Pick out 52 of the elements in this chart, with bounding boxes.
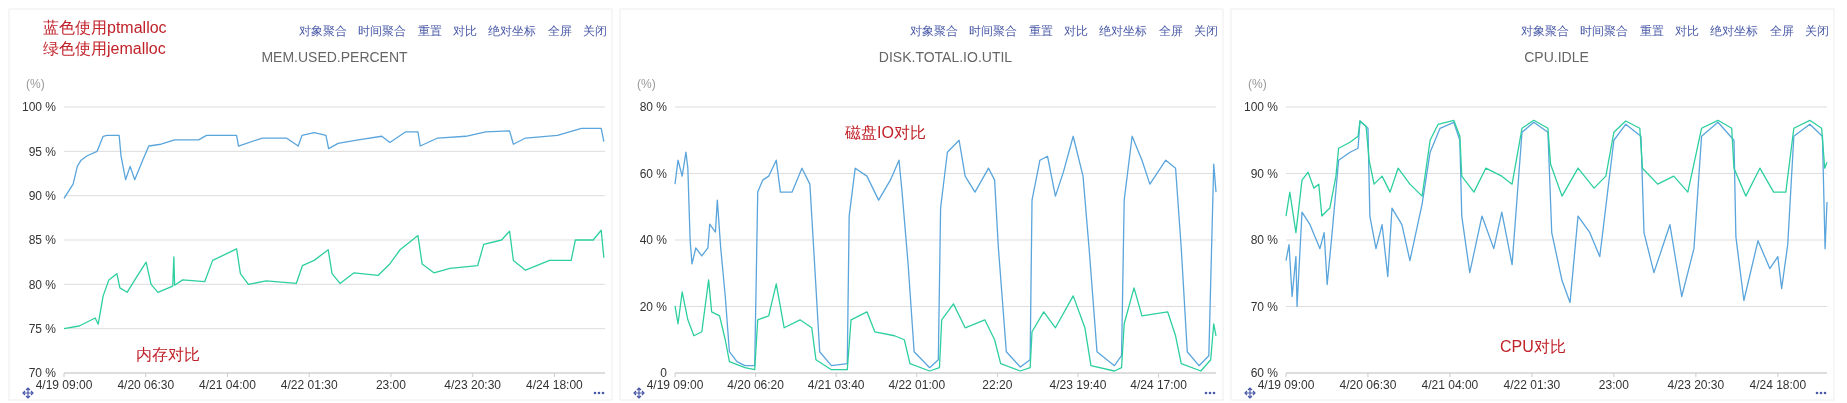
y-tick-label: 100 % [1243, 100, 1279, 115]
y-tick-label: 100 % [21, 100, 57, 115]
x-tick-label: 4/21 04:00 [199, 378, 257, 392]
y-tick-label: 85 % [28, 233, 57, 248]
chart-title: DISK.TOTAL.IO.UTIL [878, 49, 1013, 65]
text: 对象聚合 时间聚合 重置 对比 绝对坐标 全屏 关闭 [909, 24, 1218, 38]
y-tick-label: 20 % [639, 299, 668, 314]
x-tick-label: 4/21 04:00 [1421, 378, 1479, 392]
y-tick-label: 70 % [28, 366, 57, 381]
x-tick-label: 4/23 19:40 [1049, 378, 1107, 392]
x-tick-label: 4/23 20:30 [444, 378, 502, 392]
chart-title: MEM.USED.PERCENT [261, 49, 409, 65]
x-tick-label: 4/22 01:30 [280, 378, 338, 392]
x-tick-label: 22:20 [982, 378, 1013, 392]
y-tick-label: 75 % [28, 321, 57, 336]
y-axis-title: (%) [1248, 77, 1267, 91]
chart-title: CPU.IDLE [1524, 49, 1589, 65]
y-tick-label: 80 % [28, 277, 57, 292]
x-tick-label: 4/19 09:00 [35, 378, 93, 392]
y-tick-label: 60 % [639, 166, 668, 181]
x-tick-label: 4/20 06:30 [1339, 378, 1397, 392]
y-tick-label: 40 % [639, 233, 668, 248]
y-tick-label: 70 % [1250, 299, 1279, 314]
x-tick-label: 4/23 20:30 [1667, 378, 1725, 392]
x-tick-label: 4/24 18:00 [526, 378, 584, 392]
text: 蓝色使用ptmalloc [43, 19, 167, 36]
x-tick-label: 4/19 09:00 [1257, 378, 1315, 392]
y-tick-label: 80 % [1250, 233, 1279, 248]
y-tick-label: 0 [660, 366, 668, 381]
x-tick-label: 23:00 [375, 378, 407, 392]
text: 对象聚合 时间聚合 重置 对比 绝对坐标 全屏 关闭 [298, 24, 607, 38]
y-tick-label: 90 % [1250, 166, 1279, 181]
x-tick-label: 4/24 17:00 [1130, 378, 1188, 392]
x-tick-label: 4/21 03:40 [807, 378, 865, 392]
x-tick-label: 4/24 18:00 [1749, 378, 1807, 392]
y-axis-title: (%) [26, 77, 45, 91]
y-tick-label: 60 % [1250, 366, 1279, 381]
x-tick-label: 4/20 06:20 [727, 378, 785, 392]
y-tick-label: 80 % [639, 100, 668, 115]
y-axis-title: (%) [637, 77, 656, 91]
x-tick-label: 23:00 [1598, 378, 1630, 392]
x-tick-label: 4/20 06:30 [117, 378, 175, 392]
text: 绿色使用jemalloc [43, 40, 166, 57]
x-tick-label: 4/22 01:30 [1503, 378, 1561, 392]
y-tick-label: 90 % [28, 188, 57, 203]
annotation: CPU对比 [1500, 338, 1566, 355]
text: 对象聚合 时间聚合 重置 对比 绝对坐标 全屏 关闭 [1520, 24, 1829, 38]
x-tick-label: 4/22 01:00 [888, 378, 946, 392]
y-tick-label: 95 % [28, 144, 57, 159]
annotation: 磁盘IO对比 [844, 124, 926, 141]
annotation: 内存对比 [136, 346, 200, 363]
x-tick-label: 4/19 09:00 [646, 378, 704, 392]
